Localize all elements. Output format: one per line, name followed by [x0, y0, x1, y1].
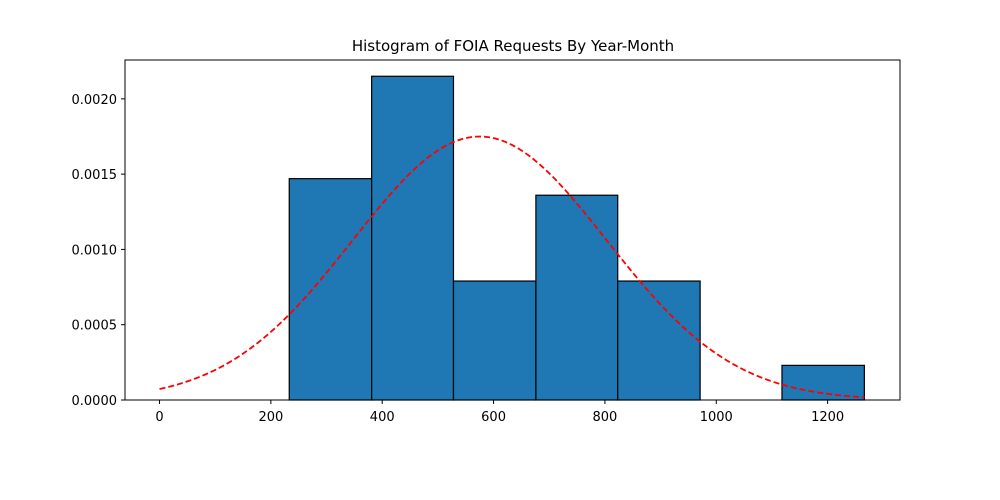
y-tick-label: 0.0010 [72, 243, 118, 258]
histogram-bar [371, 75, 455, 401]
plot-area-frame [124, 59, 901, 401]
x-tick-label: 0 [155, 410, 163, 425]
histogram-bar [617, 280, 701, 401]
y-tick-label: 0.0020 [72, 93, 118, 108]
x-tick-label: 400 [370, 410, 395, 425]
histogram-bar [288, 178, 373, 401]
x-tick-label: 800 [593, 410, 618, 425]
normal-fit-curve [159, 135, 865, 399]
y-tick-label: 0.0005 [72, 319, 118, 334]
x-tick-label: 600 [481, 410, 506, 425]
histogram-bars [288, 75, 865, 401]
histogram-bar [535, 194, 619, 401]
y-tick-label: 0.0000 [72, 394, 118, 409]
normal-curve-layer [159, 135, 865, 399]
x-tick-label: 200 [258, 410, 283, 425]
histogram-bar [452, 280, 537, 401]
histogram-bar [781, 364, 865, 401]
chart-title: Histogram of FOIA Requests By Year-Month [352, 37, 674, 55]
y-tick-label: 0.0015 [72, 168, 118, 183]
x-tick-label: 1000 [700, 410, 733, 425]
x-axis: 0 200 400 600 800 1000 1200 [155, 400, 844, 425]
x-tick-label: 1200 [811, 410, 844, 425]
y-axis: 0.0000 0.0005 0.0010 0.0015 0.0020 [72, 93, 125, 409]
